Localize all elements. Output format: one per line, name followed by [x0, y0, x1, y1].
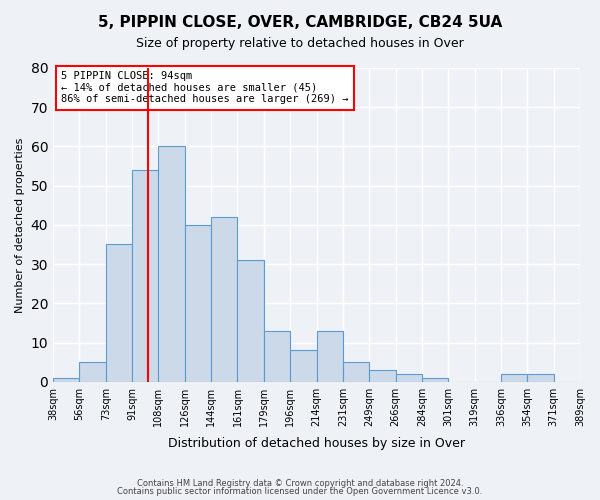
Text: Contains HM Land Registry data © Crown copyright and database right 2024.: Contains HM Land Registry data © Crown c… [137, 478, 463, 488]
Bar [158, 146, 185, 382]
Text: Contains public sector information licensed under the Open Government Licence v3: Contains public sector information licen… [118, 487, 482, 496]
Bar [238, 260, 264, 382]
Bar [527, 374, 554, 382]
Bar [185, 225, 211, 382]
Text: Size of property relative to detached houses in Over: Size of property relative to detached ho… [136, 38, 464, 51]
Bar [501, 374, 527, 382]
Bar [395, 374, 422, 382]
Text: 5, PIPPIN CLOSE, OVER, CAMBRIDGE, CB24 5UA: 5, PIPPIN CLOSE, OVER, CAMBRIDGE, CB24 5… [98, 15, 502, 30]
Text: 5 PIPPIN CLOSE: 94sqm
← 14% of detached houses are smaller (45)
86% of semi-deta: 5 PIPPIN CLOSE: 94sqm ← 14% of detached … [61, 71, 349, 104]
Bar [53, 378, 79, 382]
Bar [317, 331, 343, 382]
Bar [369, 370, 395, 382]
Bar [132, 170, 158, 382]
Bar [211, 217, 238, 382]
X-axis label: Distribution of detached houses by size in Over: Distribution of detached houses by size … [168, 437, 465, 450]
Bar [343, 362, 369, 382]
Bar [106, 244, 132, 382]
Bar [422, 378, 448, 382]
Bar [290, 350, 317, 382]
Bar [79, 362, 106, 382]
Y-axis label: Number of detached properties: Number of detached properties [15, 137, 25, 312]
Bar [264, 331, 290, 382]
